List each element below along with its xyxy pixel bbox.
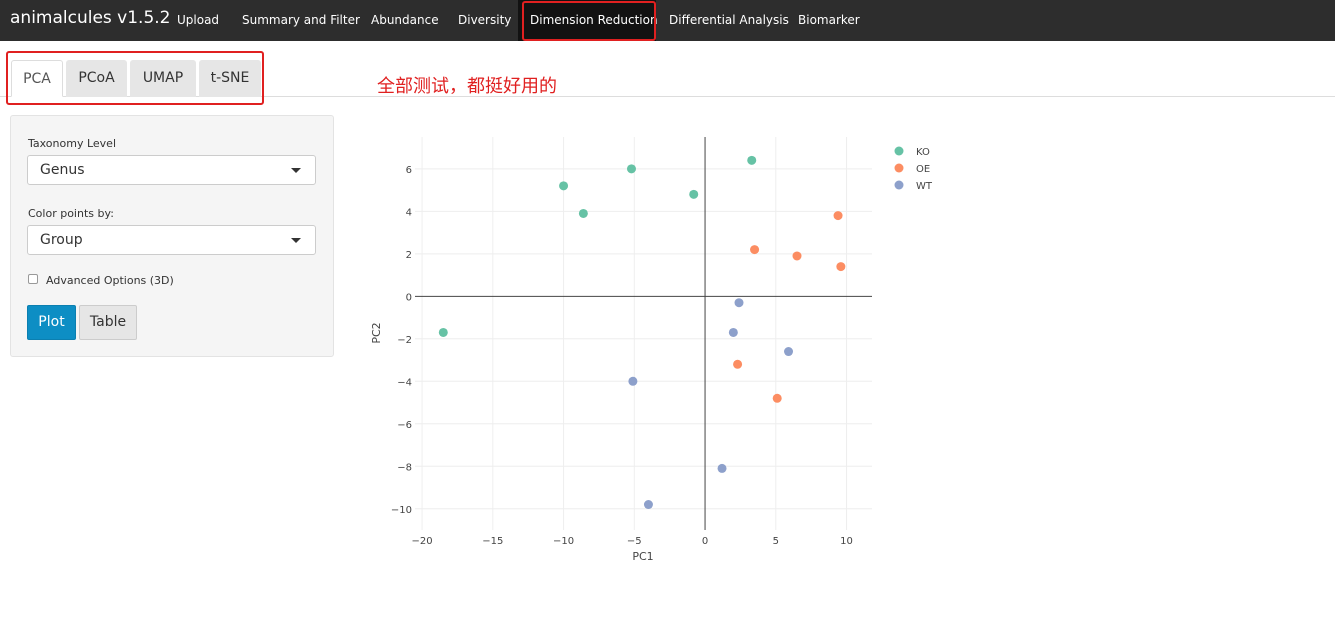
highlight-box-tabs xyxy=(6,51,264,105)
data-point-oe xyxy=(733,359,743,369)
nav-diversity[interactable]: Diversity xyxy=(458,13,512,27)
y-tick-label: −6 xyxy=(397,420,412,431)
highlight-box-nav xyxy=(522,1,656,41)
chevron-down-icon xyxy=(291,238,301,243)
nav-abundance[interactable]: Abundance xyxy=(371,13,439,27)
data-point-wt xyxy=(734,298,744,308)
legend-marker-oe xyxy=(894,163,904,173)
y-tick-label: 2 xyxy=(406,250,412,261)
tab-pca[interactable]: PCA xyxy=(11,60,63,97)
x-axis-label: PC1 xyxy=(632,550,653,563)
x-tick-label: −15 xyxy=(482,536,503,547)
y-tick-label: −10 xyxy=(391,505,412,516)
data-point-oe xyxy=(772,393,782,403)
data-point-oe xyxy=(836,262,846,272)
data-point-wt xyxy=(728,327,738,337)
legend-marker-wt xyxy=(894,180,904,190)
advanced-options-checkbox[interactable] xyxy=(28,274,38,284)
legend-marker-ko xyxy=(894,146,904,156)
data-point-ko xyxy=(626,164,636,174)
data-point-ko xyxy=(438,327,448,337)
x-tick-label: 10 xyxy=(840,536,853,547)
tab-umap[interactable]: UMAP xyxy=(130,60,196,97)
y-axis-label: PC2 xyxy=(370,322,383,343)
y-tick-label: −8 xyxy=(397,462,412,473)
nav-summary-and-filter[interactable]: Summary and Filter xyxy=(242,13,360,27)
plot-button[interactable]: Plot xyxy=(27,305,76,340)
taxonomy-level-label: Taxonomy Level xyxy=(28,137,116,150)
nav-upload[interactable]: Upload xyxy=(177,13,220,27)
data-point-wt xyxy=(643,500,653,510)
nav-dimension-reduction[interactable]: Dimension Reduction xyxy=(518,0,658,41)
tab-divider xyxy=(0,96,1335,97)
options-panel: Taxonomy Level Genus Color points by: Gr… xyxy=(10,115,334,357)
nav-biomarker[interactable]: Biomarker xyxy=(798,13,860,27)
taxonomy-level-select[interactable]: Genus xyxy=(27,155,316,185)
legend: KO OE WT xyxy=(894,146,933,192)
x-tick-label: 0 xyxy=(702,536,708,547)
legend-label-ko: KO xyxy=(916,147,930,158)
annotation-note: 全部测试，都挺好用的 xyxy=(377,76,557,97)
advanced-options-label: Advanced Options (3D) xyxy=(46,274,174,287)
color-points-select[interactable]: Group xyxy=(27,225,316,255)
x-tick-label: −5 xyxy=(627,536,642,547)
chevron-down-icon xyxy=(291,168,301,173)
grid-lines xyxy=(415,137,872,530)
data-point-oe xyxy=(833,211,843,221)
y-tick-label: −2 xyxy=(397,335,412,346)
data-point-wt xyxy=(717,463,727,473)
data-point-ko xyxy=(689,189,699,199)
data-point-wt xyxy=(628,376,638,386)
color-points-value: Group xyxy=(40,232,83,248)
x-tick-label: −10 xyxy=(553,536,574,547)
nav-differential-analysis[interactable]: Differential Analysis xyxy=(669,13,789,27)
x-tick-label: −20 xyxy=(412,536,433,547)
top-navbar: animalcules v1.5.2 Upload Summary and Fi… xyxy=(0,0,1335,41)
tab-pcoa[interactable]: PCoA xyxy=(66,60,127,97)
legend-label-oe: OE xyxy=(916,164,930,175)
table-button[interactable]: Table xyxy=(79,305,137,340)
app-brand[interactable]: animalcules v1.5.2 xyxy=(10,8,171,28)
data-point-wt xyxy=(784,347,794,357)
data-point-oe xyxy=(750,245,760,255)
data-point-ko xyxy=(559,181,569,191)
x-tick-label: 5 xyxy=(773,536,779,547)
zero-lines xyxy=(415,137,872,530)
data-point-ko xyxy=(578,208,588,218)
y-tick-label: 0 xyxy=(406,292,412,303)
data-point-ko xyxy=(747,155,757,165)
data-points xyxy=(438,155,846,510)
taxonomy-level-value: Genus xyxy=(40,162,85,178)
data-point-oe xyxy=(792,251,802,261)
y-tick-label: −4 xyxy=(397,377,412,388)
legend-label-wt: WT xyxy=(916,181,933,192)
color-points-label: Color points by: xyxy=(28,207,114,220)
y-tick-label: 4 xyxy=(406,207,412,218)
y-tick-label: 6 xyxy=(406,165,412,176)
tab-tsne[interactable]: t-SNE xyxy=(199,60,261,97)
